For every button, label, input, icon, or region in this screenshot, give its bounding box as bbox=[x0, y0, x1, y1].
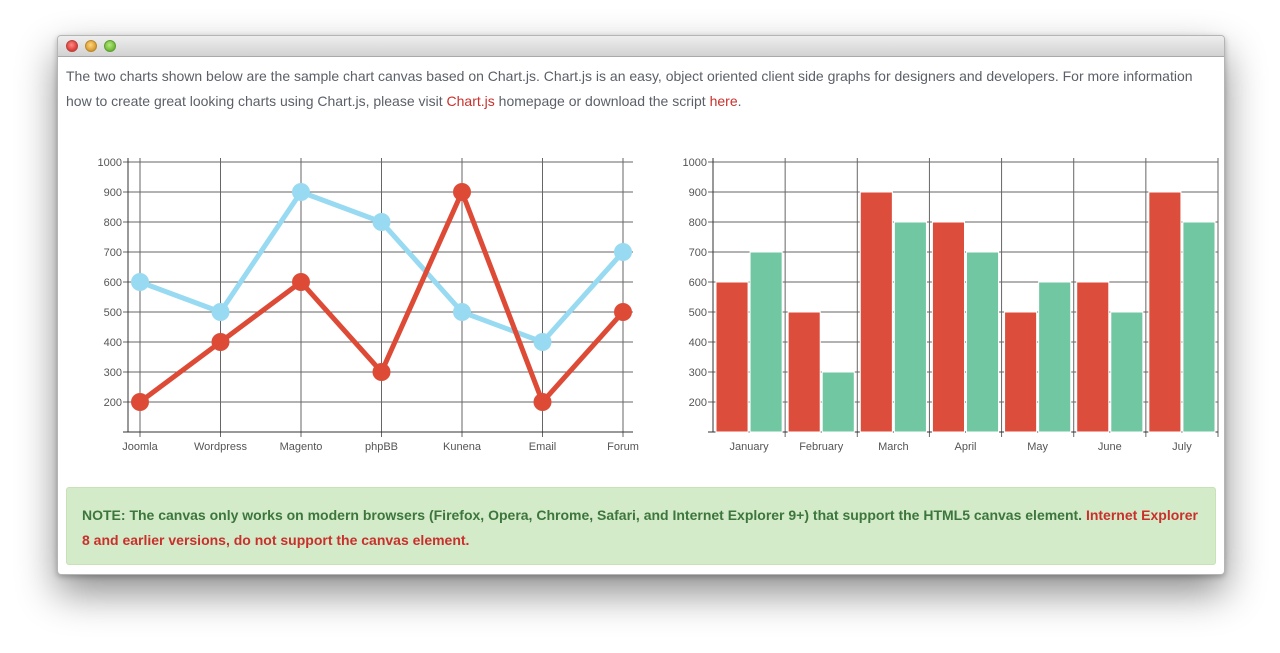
minimize-window-button[interactable] bbox=[85, 40, 97, 52]
note-warning: Internet Explorer 8 and earlier versions… bbox=[82, 507, 1198, 548]
bar-s1 bbox=[859, 191, 893, 433]
x-tick-label: Email bbox=[529, 441, 557, 453]
x-tick-label: Wordpress bbox=[194, 441, 247, 453]
bar-s1 bbox=[1076, 281, 1110, 433]
y-tick-label: 500 bbox=[689, 307, 707, 319]
point-s1 bbox=[533, 333, 552, 351]
y-tick-label: 800 bbox=[104, 217, 122, 229]
point-s2 bbox=[372, 363, 391, 381]
y-tick-label: 700 bbox=[104, 247, 122, 259]
x-tick-label: Kunena bbox=[443, 441, 482, 453]
intro-paragraph: The two charts shown below are the sampl… bbox=[66, 64, 1206, 114]
bar-s1 bbox=[1004, 311, 1038, 433]
x-tick-label: June bbox=[1098, 441, 1122, 453]
x-tick-label: July bbox=[1172, 441, 1192, 453]
x-tick-label: Magento bbox=[280, 441, 323, 453]
point-s2 bbox=[533, 393, 552, 411]
bar-s1 bbox=[715, 281, 749, 433]
bar-s2 bbox=[1038, 281, 1072, 433]
bar-s2 bbox=[749, 251, 783, 433]
y-tick-label: 1000 bbox=[98, 157, 122, 169]
x-tick-label: March bbox=[878, 441, 909, 453]
point-s2 bbox=[211, 333, 230, 351]
y-tick-label: 400 bbox=[689, 337, 707, 349]
point-s1 bbox=[614, 243, 632, 261]
point-s1 bbox=[131, 273, 149, 291]
bar-s2 bbox=[966, 251, 1000, 433]
y-tick-label: 200 bbox=[689, 397, 707, 409]
point-s1 bbox=[453, 303, 471, 321]
bar-s2 bbox=[1110, 311, 1144, 433]
y-tick-label: 200 bbox=[104, 397, 122, 409]
y-tick-label: 800 bbox=[689, 217, 707, 229]
bar-s2 bbox=[1182, 221, 1216, 433]
y-tick-label: 300 bbox=[104, 367, 122, 379]
x-tick-label: May bbox=[1027, 441, 1048, 453]
x-tick-label: Joomla bbox=[122, 441, 158, 453]
close-window-button[interactable] bbox=[66, 40, 78, 52]
bar-chart: 200 300 400 500 600 700 800 900 1000 January Febru… bbox=[683, 157, 1219, 453]
intro-text: The two charts shown below are the sampl… bbox=[66, 68, 1193, 109]
x-tick-label: January bbox=[730, 441, 770, 453]
y-tick-label: 1000 bbox=[683, 157, 707, 169]
point-s2 bbox=[131, 393, 149, 411]
y-tick-label: 700 bbox=[689, 247, 707, 259]
x-tick-label: February bbox=[799, 441, 844, 453]
point-s2 bbox=[292, 273, 310, 291]
y-tick-label: 900 bbox=[104, 187, 122, 199]
bar-s2 bbox=[893, 221, 927, 433]
x-tick-label: April bbox=[954, 441, 976, 453]
point-s1 bbox=[292, 183, 310, 201]
point-s2 bbox=[614, 303, 632, 321]
bar-s1 bbox=[1148, 191, 1182, 433]
intro-text-middle: homepage or download the script bbox=[494, 93, 710, 109]
y-tick-label: 400 bbox=[104, 337, 122, 349]
y-tick-label: 600 bbox=[104, 277, 122, 289]
point-s1 bbox=[372, 213, 391, 231]
intro-text-end: . bbox=[737, 93, 742, 109]
bar-s1 bbox=[931, 221, 965, 433]
y-tick-label: 600 bbox=[689, 277, 707, 289]
x-tick-label: phpBB bbox=[365, 441, 398, 453]
y-tick-label: 300 bbox=[689, 367, 707, 379]
x-tick-label: Forum bbox=[607, 441, 639, 453]
point-s2 bbox=[453, 183, 471, 201]
note-text: NOTE: The canvas only works on modern br… bbox=[82, 507, 1086, 523]
chartjs-link[interactable]: Chart.js bbox=[446, 93, 495, 109]
bar-s2 bbox=[821, 371, 855, 433]
download-here-link[interactable]: here bbox=[709, 93, 738, 109]
title-bar bbox=[58, 36, 1224, 57]
browser-support-note: NOTE: The canvas only works on modern br… bbox=[66, 487, 1216, 565]
browser-window: The two charts shown below are the sampl… bbox=[57, 35, 1225, 575]
maximize-window-button[interactable] bbox=[104, 40, 116, 52]
line-chart: 200 300 400 500 600 700 800 900 1000 Joomla Wordpr… bbox=[98, 157, 639, 453]
bar-s1 bbox=[787, 311, 821, 433]
y-tick-label: 500 bbox=[104, 307, 122, 319]
point-s1 bbox=[211, 303, 230, 321]
y-tick-label: 900 bbox=[689, 187, 707, 199]
